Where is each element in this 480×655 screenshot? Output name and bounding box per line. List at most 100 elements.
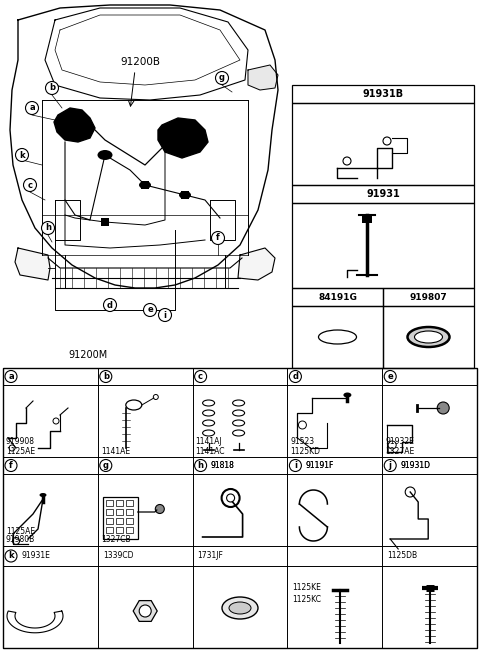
Bar bbox=[103, 497, 138, 539]
Circle shape bbox=[46, 81, 59, 94]
Text: 1327CB: 1327CB bbox=[101, 536, 131, 544]
Text: 1141AC: 1141AC bbox=[196, 447, 225, 455]
Circle shape bbox=[158, 309, 171, 322]
Text: 91931E: 91931E bbox=[21, 552, 50, 561]
Text: 91980B: 91980B bbox=[6, 536, 35, 544]
Circle shape bbox=[156, 504, 164, 514]
Circle shape bbox=[100, 371, 112, 383]
Bar bbox=[106, 500, 113, 506]
Ellipse shape bbox=[222, 597, 258, 619]
Circle shape bbox=[100, 460, 112, 472]
Polygon shape bbox=[15, 248, 50, 280]
Circle shape bbox=[24, 179, 36, 191]
Text: j: j bbox=[389, 461, 392, 470]
Circle shape bbox=[104, 299, 117, 312]
Bar bbox=[126, 509, 133, 515]
Circle shape bbox=[384, 371, 396, 383]
Text: i: i bbox=[294, 461, 297, 470]
Text: 1125AE: 1125AE bbox=[6, 527, 35, 536]
Bar bbox=[106, 527, 113, 533]
Polygon shape bbox=[238, 248, 275, 280]
Circle shape bbox=[15, 149, 28, 162]
Bar bbox=[383, 288, 474, 306]
Text: b: b bbox=[49, 83, 55, 92]
Ellipse shape bbox=[139, 181, 151, 189]
Text: b: b bbox=[103, 372, 109, 381]
Circle shape bbox=[5, 550, 17, 562]
Ellipse shape bbox=[415, 331, 443, 343]
Circle shape bbox=[384, 460, 396, 472]
Text: 91200M: 91200M bbox=[68, 350, 108, 360]
Bar bbox=[116, 518, 123, 524]
Text: f: f bbox=[9, 461, 13, 470]
Text: 1327AE: 1327AE bbox=[385, 447, 414, 455]
Text: 1125KE: 1125KE bbox=[292, 584, 321, 593]
Ellipse shape bbox=[39, 493, 47, 497]
Text: c: c bbox=[198, 372, 203, 381]
Bar bbox=[101, 218, 109, 226]
Text: e: e bbox=[147, 305, 153, 314]
Circle shape bbox=[144, 303, 156, 316]
Text: 1731JF: 1731JF bbox=[198, 552, 224, 561]
Bar bbox=[126, 527, 133, 533]
Ellipse shape bbox=[343, 392, 351, 398]
Text: 1125DB: 1125DB bbox=[387, 552, 417, 561]
Text: k: k bbox=[19, 151, 25, 160]
Bar bbox=[106, 518, 113, 524]
Text: 91931B: 91931B bbox=[362, 89, 404, 99]
Bar bbox=[292, 185, 474, 203]
Text: 91191F: 91191F bbox=[305, 461, 334, 470]
Bar bbox=[292, 306, 383, 368]
Ellipse shape bbox=[229, 602, 251, 614]
Bar bbox=[101, 151, 109, 159]
Text: 1141AJ: 1141AJ bbox=[196, 438, 222, 447]
Text: g: g bbox=[103, 461, 109, 470]
Bar bbox=[126, 500, 133, 506]
Circle shape bbox=[194, 460, 206, 472]
Circle shape bbox=[25, 102, 38, 115]
Ellipse shape bbox=[179, 191, 191, 199]
Bar bbox=[106, 509, 113, 515]
Text: 91523: 91523 bbox=[290, 438, 314, 447]
Bar bbox=[141, 181, 149, 189]
Bar bbox=[383, 306, 474, 368]
Text: h: h bbox=[198, 461, 204, 470]
Bar bbox=[362, 215, 372, 223]
Text: 1141AE: 1141AE bbox=[101, 447, 130, 455]
Text: c: c bbox=[27, 181, 33, 189]
Text: 91818: 91818 bbox=[211, 461, 234, 470]
Bar bbox=[181, 191, 189, 199]
Ellipse shape bbox=[97, 150, 112, 160]
Bar bbox=[292, 288, 383, 306]
Polygon shape bbox=[54, 108, 95, 142]
Text: 84191G: 84191G bbox=[318, 293, 357, 301]
Circle shape bbox=[5, 371, 17, 383]
Text: 1125KC: 1125KC bbox=[292, 595, 322, 603]
Text: g: g bbox=[219, 73, 225, 83]
Text: a: a bbox=[8, 372, 14, 381]
Circle shape bbox=[194, 371, 206, 383]
Text: e: e bbox=[387, 372, 393, 381]
Text: 919908: 919908 bbox=[6, 438, 35, 447]
Circle shape bbox=[437, 402, 449, 414]
Text: 1125AE: 1125AE bbox=[6, 447, 35, 455]
Bar bbox=[292, 85, 474, 103]
Bar bbox=[116, 527, 123, 533]
Text: 1125KD: 1125KD bbox=[290, 447, 321, 455]
Circle shape bbox=[5, 460, 17, 472]
Text: f: f bbox=[216, 233, 220, 242]
Text: h: h bbox=[45, 223, 51, 233]
Text: 1339CD: 1339CD bbox=[103, 552, 133, 561]
Polygon shape bbox=[133, 601, 157, 622]
Bar bbox=[292, 203, 474, 288]
Text: 91932E: 91932E bbox=[385, 438, 414, 447]
Text: d: d bbox=[292, 372, 299, 381]
Text: 91931D: 91931D bbox=[400, 461, 430, 470]
Circle shape bbox=[289, 460, 301, 472]
Circle shape bbox=[289, 371, 301, 383]
Circle shape bbox=[139, 605, 151, 617]
Bar bbox=[292, 103, 474, 185]
Ellipse shape bbox=[408, 327, 449, 347]
Circle shape bbox=[216, 71, 228, 84]
Bar bbox=[116, 500, 123, 506]
